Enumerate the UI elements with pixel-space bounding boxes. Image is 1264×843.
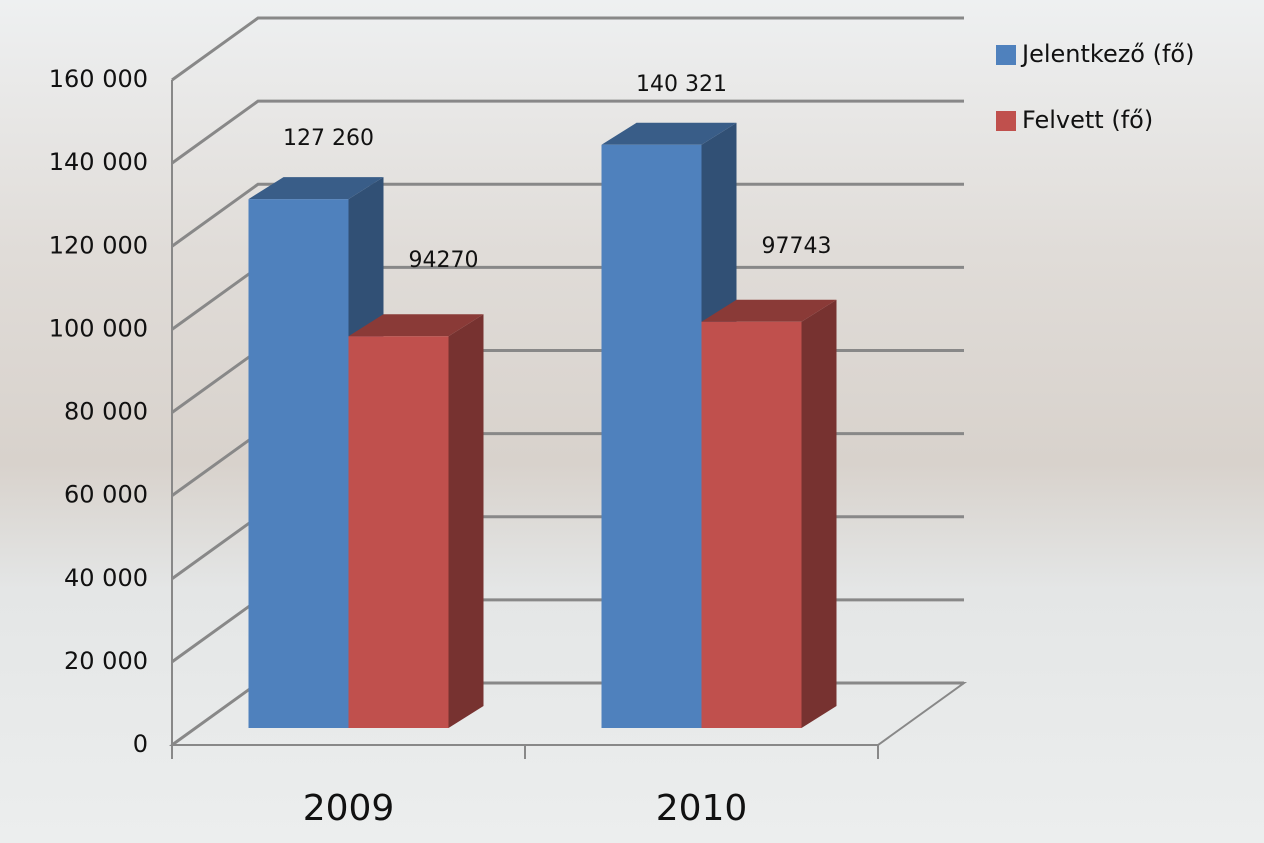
legend-label: Jelentkező (fő) xyxy=(1020,40,1194,68)
value-label: 97743 xyxy=(762,234,832,259)
y-tick-label: 0 xyxy=(133,730,148,758)
legend-label: Felvett (fő) xyxy=(1022,106,1153,134)
bar-top xyxy=(701,299,837,322)
value-label: 94270 xyxy=(409,248,479,273)
bar-side xyxy=(801,299,837,728)
y-tick-label: 60 000 xyxy=(64,481,148,509)
x-tick-label: 2010 xyxy=(656,788,748,829)
x-tick-label: 2009 xyxy=(303,788,395,829)
bar xyxy=(348,314,484,728)
grid-line xyxy=(171,99,964,165)
bar-top xyxy=(348,314,484,337)
value-label: 127 260 xyxy=(283,126,374,151)
y-tick-label: 120 000 xyxy=(49,231,148,259)
bar-side xyxy=(448,314,484,728)
value-label: 140 321 xyxy=(636,72,727,97)
y-tick-label: 80 000 xyxy=(64,398,148,426)
y-tick-label: 100 000 xyxy=(49,314,148,342)
grid-line xyxy=(171,16,964,82)
bar-top xyxy=(248,177,384,200)
y-tick-label: 160 000 xyxy=(49,65,148,93)
y-tick-label: 20 000 xyxy=(64,647,148,675)
y-tick-label: 140 000 xyxy=(49,148,148,176)
y-tick-label: 40 000 xyxy=(64,564,148,592)
bar xyxy=(701,299,837,728)
bar-top xyxy=(601,122,737,145)
bar-front xyxy=(701,321,802,728)
bar-front xyxy=(348,336,449,728)
plot-area: 0 20 000 40 000 60 000 80 000 100 000 120 000 1… xyxy=(49,16,1194,829)
bar-front xyxy=(248,199,349,728)
legend-swatch xyxy=(996,111,1016,131)
legend-swatch xyxy=(996,45,1016,65)
bar-front xyxy=(601,144,702,729)
